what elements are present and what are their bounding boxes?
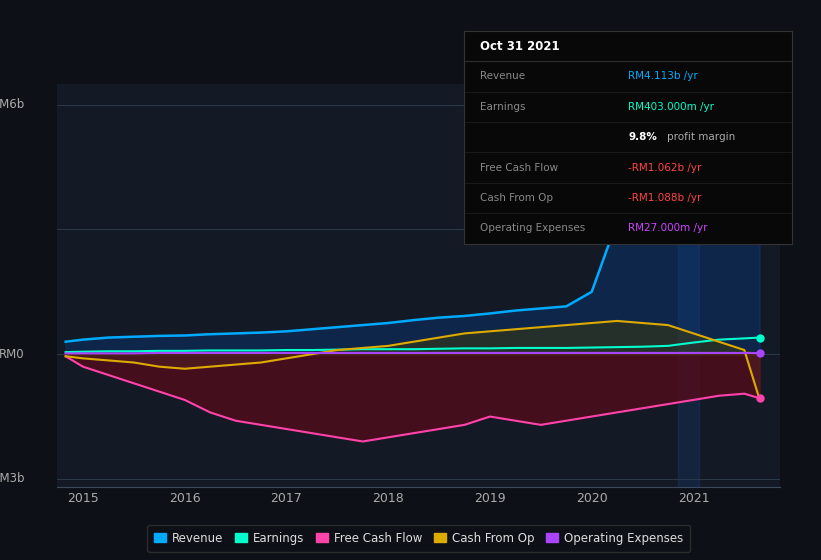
Text: -RM3b: -RM3b	[0, 473, 25, 486]
Text: -RM1.088b /yr: -RM1.088b /yr	[628, 193, 701, 203]
Text: Operating Expenses: Operating Expenses	[480, 223, 585, 234]
Text: Earnings: Earnings	[480, 102, 525, 112]
Text: RM6b: RM6b	[0, 99, 25, 111]
Text: profit margin: profit margin	[667, 132, 736, 142]
Text: Cash From Op: Cash From Op	[480, 193, 553, 203]
Bar	[678, 84, 699, 487]
Text: RM4.113b /yr: RM4.113b /yr	[628, 72, 698, 81]
Text: RM403.000m /yr: RM403.000m /yr	[628, 102, 714, 112]
Text: -RM1.062b /yr: -RM1.062b /yr	[628, 162, 701, 172]
Text: RM0: RM0	[0, 348, 25, 361]
Text: Oct 31 2021: Oct 31 2021	[480, 40, 560, 53]
Text: Revenue: Revenue	[480, 72, 525, 81]
Text: 9.8%: 9.8%	[628, 132, 657, 142]
Text: RM27.000m /yr: RM27.000m /yr	[628, 223, 708, 234]
Legend: Revenue, Earnings, Free Cash Flow, Cash From Op, Operating Expenses: Revenue, Earnings, Free Cash Flow, Cash …	[147, 525, 690, 552]
Text: Free Cash Flow: Free Cash Flow	[480, 162, 558, 172]
